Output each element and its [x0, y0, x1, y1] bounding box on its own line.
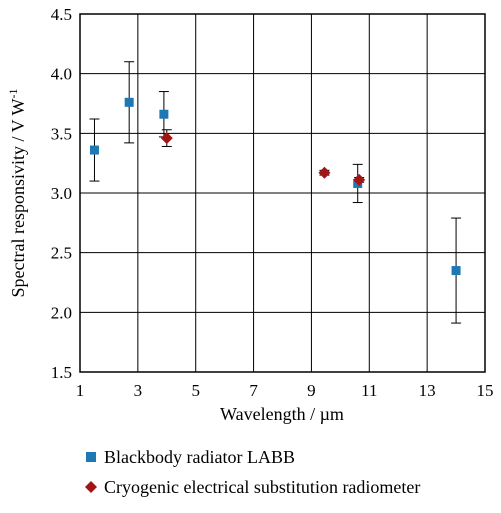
x-tick-label: 7: [249, 381, 258, 400]
x-tick-label: 15: [477, 381, 494, 400]
legend: Blackbody radiator LABB Cryogenic electr…: [85, 447, 420, 497]
data-point-blackbody: [89, 145, 99, 155]
y-tick-label: 2.0: [51, 303, 72, 322]
y-tick-label: 4.5: [51, 5, 72, 24]
x-tick-label: 3: [134, 381, 143, 400]
data-point-blackbody: [451, 266, 461, 276]
x-tick-label: 11: [361, 381, 377, 400]
legend-label-blackbody: Blackbody radiator LABB: [104, 447, 295, 467]
y-tick-label: 1.5: [51, 363, 72, 382]
x-axis-title: Wavelength / µm: [220, 404, 344, 424]
y-axis-title-main: Spectral responsivity / V W: [8, 98, 28, 297]
legend-label-cryogenic: Cryogenic electrical substitution radiom…: [104, 477, 420, 497]
x-tick-label: 5: [191, 381, 200, 400]
data-point-cryogenic: [160, 132, 173, 145]
data-point-blackbody: [124, 97, 134, 107]
legend-marker-blackbody: [86, 452, 96, 462]
y-axis-title: Spectral responsivity / V W-1: [6, 89, 28, 298]
plot-frame: [79, 13, 486, 373]
legend-marker-cryogenic: [85, 481, 97, 493]
y-tick-label: 3.0: [51, 184, 72, 203]
x-tick-label: 9: [307, 381, 316, 400]
y-tick-label: 3.5: [51, 124, 72, 143]
x-tick-label: 13: [419, 381, 436, 400]
x-tick-label: 1: [76, 381, 85, 400]
y-tick-label: 4.0: [51, 65, 72, 84]
data-point-cryogenic: [353, 173, 366, 186]
data-point-blackbody: [159, 109, 169, 119]
y-tick-label: 2.5: [51, 244, 72, 263]
y-axis-title-superscript: -1: [6, 89, 20, 99]
data-point-cryogenic: [318, 166, 331, 179]
